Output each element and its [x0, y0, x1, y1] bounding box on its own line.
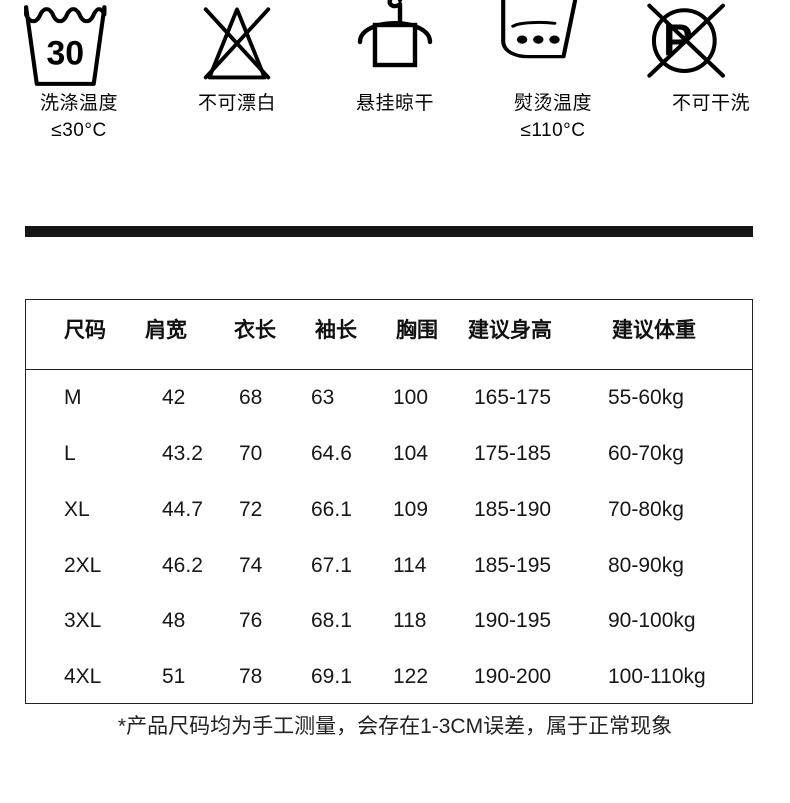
svg-text:30: 30 [46, 34, 84, 72]
